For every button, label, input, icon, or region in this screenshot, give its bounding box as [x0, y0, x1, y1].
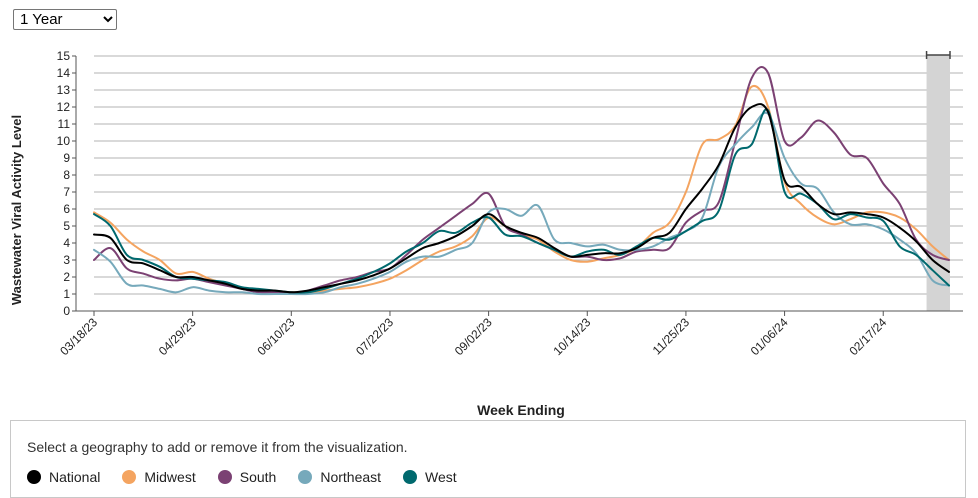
legend-label: West — [425, 469, 457, 485]
x-tick-label: 11/25/23 — [650, 315, 693, 358]
x-axis: 03/18/23 04/29/23 06/10/23 07/22/23 09/02/23… — [57, 310, 963, 358]
legend-item-national[interactable]: National — [27, 469, 100, 485]
y-tick-label: 0 — [63, 304, 70, 318]
legend-swatch — [122, 470, 137, 484]
y-tick-label: 1 — [63, 287, 70, 301]
y-tick-label: 15 — [57, 49, 71, 63]
series-lines — [93, 66, 950, 296]
legend-label: South — [239, 469, 277, 485]
y-tick-label: 7 — [63, 185, 70, 199]
x-tick-label: 04/29/23 — [156, 315, 199, 358]
legend-swatch — [217, 470, 232, 484]
legend-item-south[interactable]: South — [217, 469, 277, 485]
x-tick-label: 09/02/23 — [452, 315, 495, 358]
x-tick-label: 06/10/23 — [254, 315, 297, 358]
y-tick-label: 14 — [57, 66, 71, 80]
legend-items: National Midwest South Northeast West — [27, 469, 457, 485]
y-tick-label: 10 — [57, 134, 71, 148]
grid-lines — [94, 55, 963, 312]
legend-label: Northeast — [320, 469, 382, 485]
x-axis-label: Week Ending — [477, 402, 565, 418]
y-tick-label: 5 — [63, 219, 70, 233]
y-axis-label: Wastewater Viral Activity Level — [9, 115, 24, 305]
x-tick-label: 07/22/23 — [353, 315, 396, 358]
legend-label: Midwest — [144, 469, 196, 485]
legend-instructions: Select a geography to add or remove it f… — [27, 439, 408, 455]
shaded-bar — [926, 55, 950, 311]
y-tick-label: 12 — [57, 100, 71, 114]
series-line-midwest — [93, 84, 950, 294]
series-line-national — [93, 103, 950, 294]
time-range-select[interactable]: 1 Year — [13, 9, 117, 30]
legend-swatch — [27, 470, 41, 484]
x-tick-label: 01/06/24 — [748, 315, 791, 358]
x-tick-label: 10/14/23 — [550, 315, 593, 358]
legend-panel: Select a geography to add or remove it f… — [10, 420, 966, 498]
y-tick-label: 3 — [63, 253, 70, 267]
y-tick-label: 4 — [63, 236, 70, 250]
legend-swatch — [298, 470, 313, 484]
legend-swatch — [403, 470, 418, 484]
y-tick-label: 8 — [63, 168, 70, 182]
legend-label: National — [49, 469, 101, 485]
x-tick-label: 03/18/23 — [57, 315, 100, 358]
x-tick-label: 02/17/24 — [846, 315, 889, 358]
legend-item-west[interactable]: West — [403, 469, 457, 485]
legend-item-midwest[interactable]: Midwest — [122, 469, 196, 485]
series-line-northeast — [93, 111, 950, 296]
y-tick-label: 13 — [57, 83, 71, 97]
legend-item-northeast[interactable]: Northeast — [298, 469, 381, 485]
y-tick-label: 6 — [63, 202, 70, 216]
provisional-data-region — [925, 51, 951, 311]
y-tick-label: 9 — [63, 151, 70, 165]
y-tick-label: 2 — [63, 270, 70, 284]
y-tick-label: 11 — [58, 117, 71, 131]
series-line-west — [93, 108, 950, 294]
